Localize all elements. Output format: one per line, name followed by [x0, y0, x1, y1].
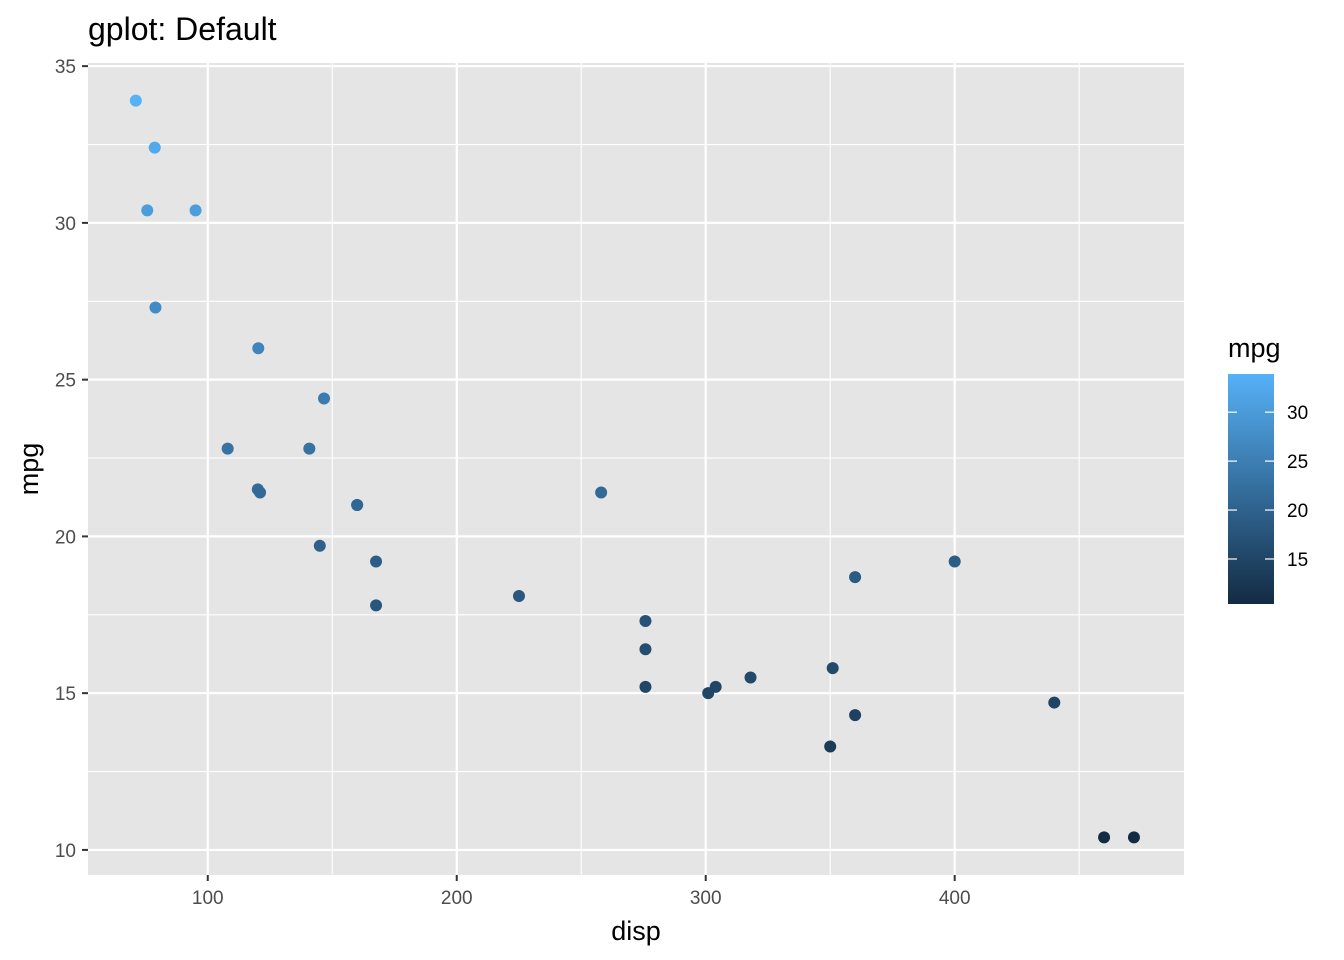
x-axis: 100 200 300 400: [192, 875, 971, 909]
data-point: [948, 555, 961, 568]
data-point: [702, 687, 715, 700]
legend-title: mpg: [1228, 333, 1281, 363]
data-point: [1098, 831, 1111, 844]
data-point: [639, 615, 652, 628]
data-point: [221, 442, 234, 455]
data-point: [849, 709, 862, 722]
data-point: [370, 555, 383, 568]
y-tick-label: 35: [55, 57, 76, 78]
x-tick-label: 400: [939, 888, 971, 909]
y-tick-label: 30: [55, 214, 76, 235]
data-point: [639, 643, 652, 656]
data-point: [826, 662, 839, 675]
colorbar-tick-label: 25: [1287, 452, 1308, 473]
y-tick-label: 20: [55, 527, 76, 548]
data-point: [318, 392, 331, 405]
y-tick-label: 25: [55, 371, 76, 392]
x-axis-title: disp: [611, 916, 661, 946]
data-point: [370, 599, 383, 612]
data-point: [148, 141, 161, 154]
data-point: [595, 486, 608, 499]
data-point: [1127, 831, 1140, 844]
colorbar-tick-label: 15: [1287, 550, 1308, 571]
chart-title: gplot: Default: [88, 11, 277, 47]
y-tick-label: 15: [55, 684, 76, 705]
data-point: [744, 671, 757, 684]
major-gridlines: [88, 63, 1184, 875]
data-point: [639, 680, 652, 693]
data-point: [189, 204, 202, 217]
data-point: [849, 571, 862, 584]
y-axis-title: mpg: [14, 443, 44, 496]
colorbar: [1228, 374, 1274, 604]
x-tick-label: 300: [690, 888, 722, 909]
colorbar-ticks: 15 20 25 30: [1228, 403, 1308, 571]
minor-gridlines: [88, 63, 1184, 875]
data-point: [512, 589, 525, 602]
data-point: [1048, 696, 1061, 709]
data-point: [254, 486, 267, 499]
data-point: [129, 94, 142, 107]
data-point: [252, 342, 265, 355]
colorbar-legend: mpg 15 20 25 30: [1228, 333, 1308, 604]
data-point: [824, 740, 837, 753]
data-point: [313, 539, 326, 552]
data-point: [351, 499, 364, 512]
plot-panel: [88, 63, 1184, 875]
y-axis: 10 15 20 25 30 35: [55, 57, 88, 862]
data-points: [129, 94, 1140, 844]
data-point: [141, 204, 154, 217]
data-point: [303, 442, 316, 455]
colorbar-tick-label: 30: [1287, 403, 1308, 424]
y-tick-label: 10: [55, 841, 76, 862]
x-tick-label: 100: [192, 888, 224, 909]
colorbar-tick-label: 20: [1287, 501, 1308, 522]
data-point: [149, 301, 162, 314]
x-tick-label: 200: [441, 888, 473, 909]
